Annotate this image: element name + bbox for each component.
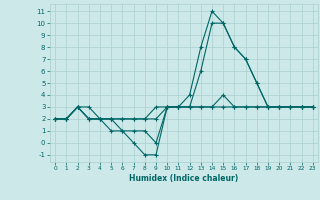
X-axis label: Humidex (Indice chaleur): Humidex (Indice chaleur) [129,174,239,183]
